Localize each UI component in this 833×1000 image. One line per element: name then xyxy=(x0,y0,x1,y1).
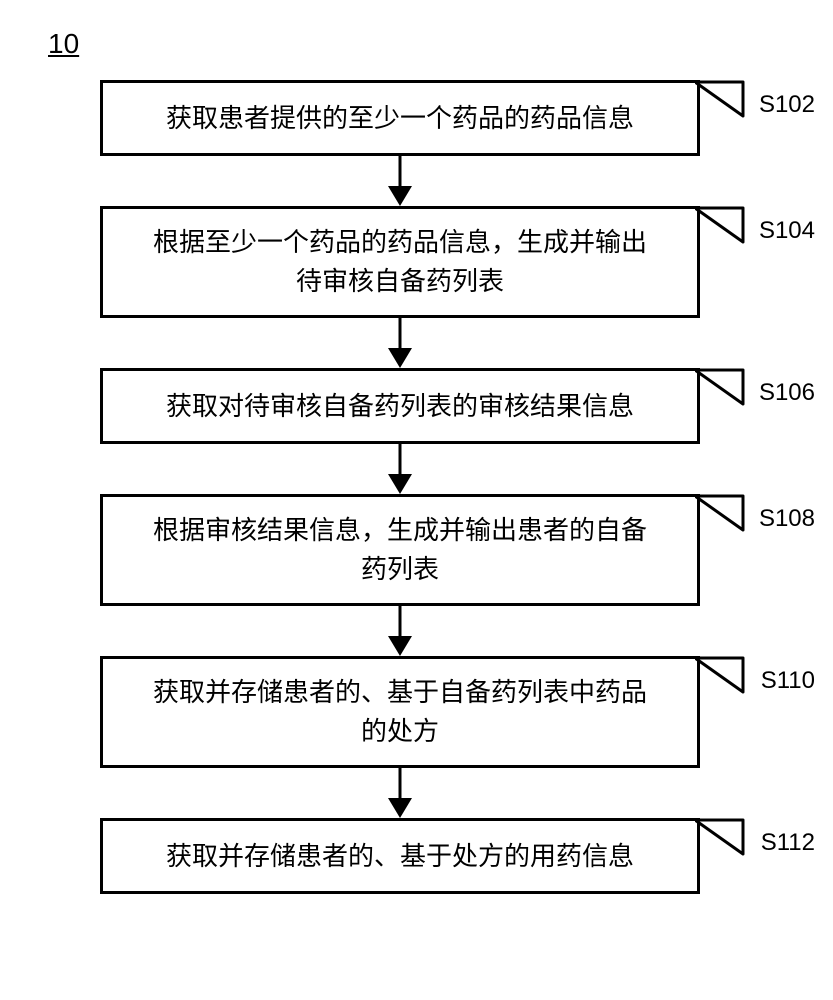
step-id-label: S110 xyxy=(761,663,815,699)
flow-arrow xyxy=(80,156,720,206)
flowchart-container: 获取患者提供的至少一个药品的药品信息S102 根据至少一个药品的药品信息，生成并输… xyxy=(80,80,720,894)
flow-node: 获取并存储患者的、基于处方的用药信息S112 xyxy=(100,818,700,894)
arrow-head-icon xyxy=(388,636,412,656)
flow-arrow xyxy=(80,444,720,494)
flow-node-text: 获取对待审核自备药列表的审核结果信息 xyxy=(166,387,634,426)
step-id-label: S106 xyxy=(759,375,815,411)
flow-node: 根据至少一个药品的药品信息，生成并输出待审核自备药列表S104 xyxy=(100,206,700,318)
flow-step: 获取患者提供的至少一个药品的药品信息S102 xyxy=(80,80,720,156)
flow-node: 获取并存储患者的、基于自备药列表中药品的处方S110 xyxy=(100,656,700,768)
step-id-label: S108 xyxy=(759,501,815,537)
flow-node-text: 获取并存储患者的、基于自备药列表中药品的处方 xyxy=(143,673,657,751)
step-notch-icon xyxy=(695,206,755,254)
figure-number: 10 xyxy=(48,28,79,60)
step-notch-icon xyxy=(695,494,755,542)
flow-node-text: 根据审核结果信息，生成并输出患者的自备药列表 xyxy=(143,511,657,589)
arrow-line xyxy=(399,318,402,352)
arrow-line xyxy=(399,156,402,190)
flow-step: 根据审核结果信息，生成并输出患者的自备药列表S108 xyxy=(80,494,720,606)
step-id-label: S104 xyxy=(759,213,815,249)
flow-node-text: 获取患者提供的至少一个药品的药品信息 xyxy=(166,99,634,138)
arrow-line xyxy=(399,768,402,802)
arrow-head-icon xyxy=(388,348,412,368)
flow-step: 获取对待审核自备药列表的审核结果信息S106 xyxy=(80,368,720,444)
flow-arrow xyxy=(80,318,720,368)
step-id-label: S102 xyxy=(759,87,815,123)
arrow-line xyxy=(399,606,402,640)
flow-node: 获取对待审核自备药列表的审核结果信息S106 xyxy=(100,368,700,444)
arrow-line xyxy=(399,444,402,478)
step-id-label: S112 xyxy=(761,825,815,861)
flow-node-text: 根据至少一个药品的药品信息，生成并输出待审核自备药列表 xyxy=(143,223,657,301)
step-notch-icon xyxy=(695,368,755,416)
flow-node-text: 获取并存储患者的、基于处方的用药信息 xyxy=(166,837,634,876)
flow-step: 根据至少一个药品的药品信息，生成并输出待审核自备药列表S104 xyxy=(80,206,720,318)
flow-node: 根据审核结果信息，生成并输出患者的自备药列表S108 xyxy=(100,494,700,606)
step-notch-icon xyxy=(695,818,755,866)
flow-node: 获取患者提供的至少一个药品的药品信息S102 xyxy=(100,80,700,156)
arrow-head-icon xyxy=(388,798,412,818)
arrow-head-icon xyxy=(388,474,412,494)
flow-arrow xyxy=(80,768,720,818)
flow-arrow xyxy=(80,606,720,656)
flow-step: 获取并存储患者的、基于处方的用药信息S112 xyxy=(80,818,720,894)
step-notch-icon xyxy=(695,656,755,704)
flow-step: 获取并存储患者的、基于自备药列表中药品的处方S110 xyxy=(80,656,720,768)
arrow-head-icon xyxy=(388,186,412,206)
step-notch-icon xyxy=(695,80,755,128)
